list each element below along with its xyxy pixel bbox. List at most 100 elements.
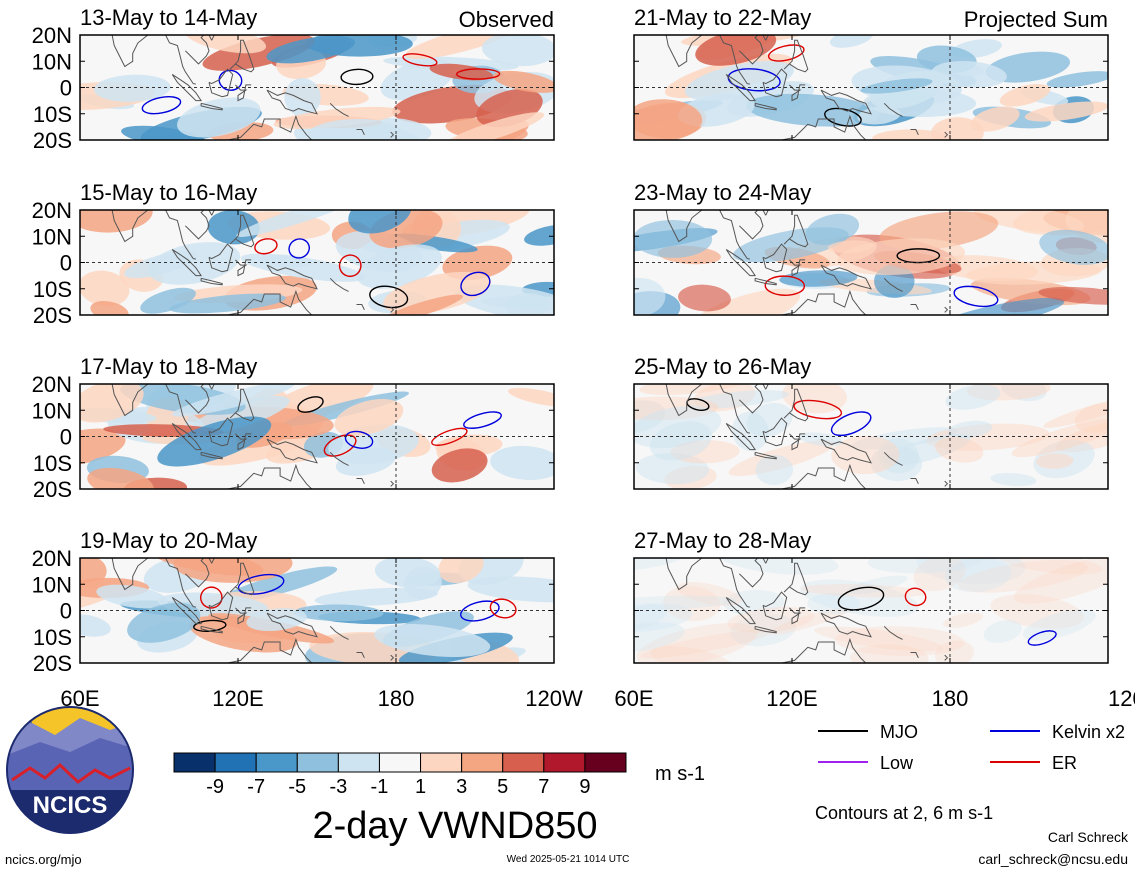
shading-blob	[374, 624, 491, 658]
shading-blob	[945, 384, 1001, 410]
shading-blob	[884, 433, 971, 466]
coastline	[184, 35, 210, 65]
shading-blob	[860, 78, 933, 94]
shading-blob	[374, 558, 441, 588]
coastline	[754, 277, 777, 286]
coastline	[944, 306, 949, 313]
plot-area	[80, 35, 554, 140]
coastline	[944, 654, 949, 661]
coastline	[780, 114, 867, 140]
plot-area	[80, 210, 554, 315]
coastline	[171, 248, 203, 277]
shading-blob	[934, 437, 984, 463]
contour-line	[953, 285, 999, 308]
shading-blob	[829, 35, 873, 48]
y-tick-label: 20N	[32, 372, 72, 397]
coastline	[208, 68, 234, 98]
shading-blob	[966, 261, 1102, 285]
colorbar-label: -5	[288, 776, 306, 798]
shading-blob	[693, 384, 756, 412]
coastline	[208, 243, 234, 273]
coastline	[266, 612, 318, 638]
contour-line	[824, 107, 862, 127]
x-tick-label: 60E	[614, 686, 653, 711]
shading-blob	[90, 301, 129, 315]
coastline	[171, 596, 203, 625]
coastline	[820, 612, 872, 638]
contour-line	[463, 411, 502, 429]
plot-area	[634, 558, 1108, 663]
y-tick-label: 20S	[33, 477, 72, 502]
colorbar-swatch	[214, 752, 257, 773]
shading-blob	[1055, 419, 1108, 453]
colorbar-label: -9	[206, 776, 224, 798]
shading-blob	[438, 558, 484, 584]
coastline	[783, 562, 809, 596]
shading-blob	[1024, 101, 1108, 122]
ncics-logo: NCICS	[6, 706, 134, 834]
shading-blob	[849, 644, 929, 663]
shading-blob	[1039, 229, 1108, 265]
coastline	[200, 625, 223, 634]
panel-title: 21-May to 22-May	[634, 5, 811, 30]
coastline	[329, 451, 349, 466]
panel-title: 13-May to 14-May	[80, 5, 257, 30]
shading-blob	[236, 210, 361, 238]
shading-blob	[177, 97, 261, 138]
shading-blob	[246, 608, 307, 632]
coastline	[208, 417, 234, 447]
coastline	[883, 451, 903, 466]
coastline	[184, 210, 210, 240]
contour-line	[455, 68, 501, 80]
y-tick-label: 10S	[33, 625, 72, 650]
coastline	[754, 451, 777, 460]
coastline	[356, 304, 365, 311]
shading-blob	[96, 584, 169, 609]
coastline	[266, 438, 318, 464]
contour-note: Contours at 2, 6 m s-1	[815, 803, 993, 823]
contour-line	[141, 96, 182, 115]
shading-blob	[634, 396, 719, 421]
shading-blob	[157, 416, 272, 467]
contour-line	[460, 600, 500, 622]
coastline	[111, 558, 196, 608]
coastline	[229, 214, 255, 248]
y-tick-label: 20S	[33, 128, 72, 153]
shading-blob	[334, 399, 404, 436]
colorbar-swatch	[378, 752, 422, 773]
coastline	[738, 35, 764, 65]
panel-title: 27-May to 28-May	[634, 528, 811, 553]
coastline	[820, 89, 872, 115]
shading-blob	[284, 78, 321, 117]
shading-blob	[635, 453, 710, 485]
plot-area	[80, 558, 554, 663]
shading-blob	[727, 606, 815, 633]
shading-blob	[688, 288, 801, 315]
coastline	[226, 463, 313, 489]
shading-blob	[974, 210, 1085, 233]
shading-blob	[878, 438, 919, 474]
panel-title: 15-May to 16-May	[80, 180, 257, 205]
plot-area	[634, 35, 1108, 140]
shading-blob	[634, 400, 666, 434]
shading-blob	[846, 575, 908, 595]
panel-proj-4: 27-May to 28-May	[633, 528, 1109, 664]
coastline	[762, 558, 769, 564]
coastline	[762, 68, 788, 98]
shading-blob	[942, 612, 984, 628]
contour-line	[904, 587, 927, 607]
y-tick-label: 0	[60, 425, 72, 450]
shading-blob	[732, 227, 849, 263]
coastline	[820, 438, 872, 464]
coastline	[208, 384, 215, 390]
colorbar-label: 5	[497, 776, 508, 798]
shading-blob	[730, 613, 797, 647]
shading-blob	[746, 402, 793, 438]
shading-blob	[998, 558, 1103, 575]
coastline	[883, 277, 903, 292]
shading-blob	[834, 626, 965, 657]
coastline	[762, 243, 788, 273]
coastline	[390, 654, 395, 661]
shading-blob	[1036, 453, 1074, 469]
